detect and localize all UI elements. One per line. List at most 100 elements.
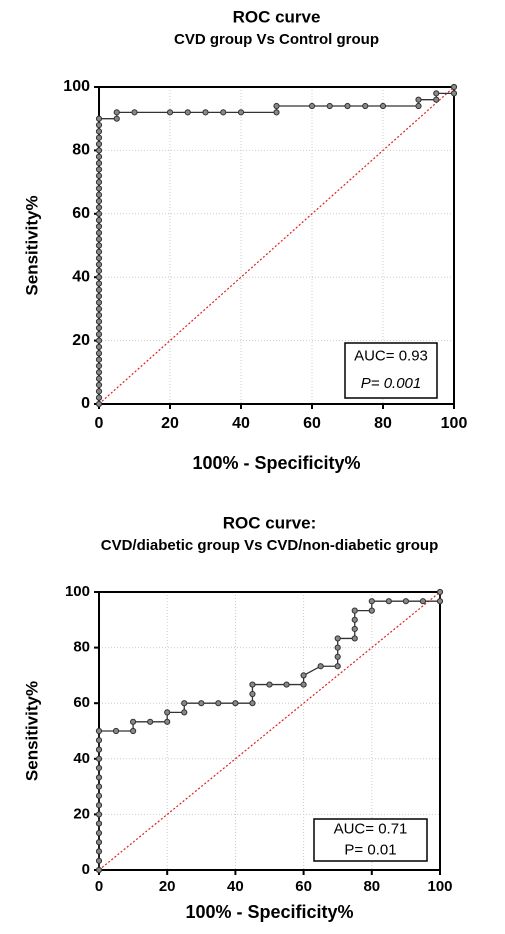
roc-point (113, 115, 120, 122)
roc-point (273, 102, 280, 110)
roc-point (95, 866, 103, 874)
roc-point (334, 635, 341, 642)
roc-point (334, 663, 341, 670)
roc-point (95, 774, 103, 781)
roc-point (95, 255, 103, 262)
y-tick-label: 0 (81, 395, 90, 412)
x-tick-label: 0 (95, 415, 104, 432)
roc-point (95, 312, 103, 319)
roc-point (415, 102, 422, 110)
roc-point (95, 839, 103, 846)
roc-point (273, 109, 280, 116)
roc-point (95, 381, 103, 389)
roc-point (232, 700, 239, 707)
roc-point (95, 318, 103, 325)
roc-point (95, 179, 103, 186)
roc-point (130, 718, 137, 725)
roc-point (249, 700, 256, 707)
chart: ROC curve: CVD/diabetic group Vs CVD/non-… (22, 513, 452, 921)
chart-title: ROC curve (233, 7, 321, 26)
roc-point (95, 236, 103, 243)
chart-subtitle: CVD/diabetic group Vs CVD/non-diabetic g… (101, 537, 439, 554)
roc-point (95, 128, 103, 135)
roc-point (344, 102, 351, 110)
roc-point (249, 690, 256, 698)
roc-point (249, 681, 256, 688)
roc-point (450, 90, 458, 97)
roc-point (334, 644, 341, 651)
roc-point (368, 607, 375, 614)
roc-point (95, 764, 103, 772)
roc-point (112, 727, 120, 735)
roc-point (95, 134, 103, 141)
roc-point (95, 261, 103, 268)
x-tick-label: 80 (374, 415, 392, 432)
roc-point (166, 109, 174, 116)
roc-point (95, 115, 103, 122)
roc-point (95, 783, 103, 790)
roc-point (326, 102, 333, 110)
roc-point (95, 147, 103, 154)
roc-point (95, 305, 103, 312)
roc-point (198, 700, 205, 707)
roc-point (95, 210, 103, 217)
roc-point (220, 109, 227, 116)
roc-point (436, 588, 444, 596)
roc-point (95, 280, 103, 287)
x-tick-label: 20 (159, 878, 176, 895)
y-tick-label: 20 (73, 805, 90, 822)
roc-point (181, 700, 188, 707)
roc-point (368, 598, 375, 605)
x-tick-label: 20 (161, 415, 179, 432)
roc-point (95, 857, 103, 864)
roc-point (433, 96, 440, 103)
roc-point (283, 681, 290, 688)
roc-point (95, 229, 103, 236)
x-tick-label: 100 (427, 878, 452, 895)
chart-subtitle: CVD group Vs Control group (174, 31, 379, 48)
roc-point (95, 737, 103, 744)
chart-title: ROC curve: (223, 513, 317, 532)
roc-point (95, 293, 103, 300)
x-tick-label: 60 (303, 415, 321, 432)
annotation-box (344, 342, 438, 399)
roc-point (237, 109, 245, 116)
roc-point (95, 223, 103, 230)
annotation: AUC= 0.93 (354, 348, 428, 365)
roc-point (95, 848, 103, 855)
roc-point (433, 90, 440, 97)
roc-point (215, 700, 222, 707)
annotation: P= 0.01 (344, 841, 396, 858)
roc-point (95, 153, 103, 160)
roc-point (95, 172, 103, 179)
roc-point (95, 792, 103, 799)
roc-point (415, 96, 422, 103)
x-axis-title: 100% - Specificity% (192, 453, 360, 473)
roc-point (113, 109, 120, 116)
x-axis-title: 100% - Specificity% (185, 902, 353, 922)
roc-point (95, 274, 103, 281)
roc-point (95, 248, 103, 255)
roc-point (95, 746, 103, 753)
y-axis-title: Sensitivity% (22, 681, 41, 781)
reference-line (98, 591, 441, 871)
roc-point (266, 681, 273, 688)
y-tick-label: 100 (65, 583, 90, 600)
x-tick-label: 60 (295, 878, 312, 895)
y-tick-label: 40 (73, 750, 90, 767)
roc-point (184, 109, 191, 116)
x-tick-label: 40 (227, 878, 244, 895)
x-tick-label: 40 (232, 415, 250, 432)
y-tick-label: 0 (82, 861, 90, 878)
roc-point (95, 755, 103, 762)
roc-point (95, 324, 103, 332)
roc-point (95, 299, 103, 306)
roc-point (351, 616, 358, 623)
roc-point (450, 83, 458, 91)
roc-point (95, 331, 103, 338)
roc-point (95, 802, 103, 809)
roc-point (95, 191, 103, 198)
roc-point (95, 829, 103, 837)
roc-point (362, 102, 369, 110)
y-tick-label: 80 (73, 639, 90, 656)
